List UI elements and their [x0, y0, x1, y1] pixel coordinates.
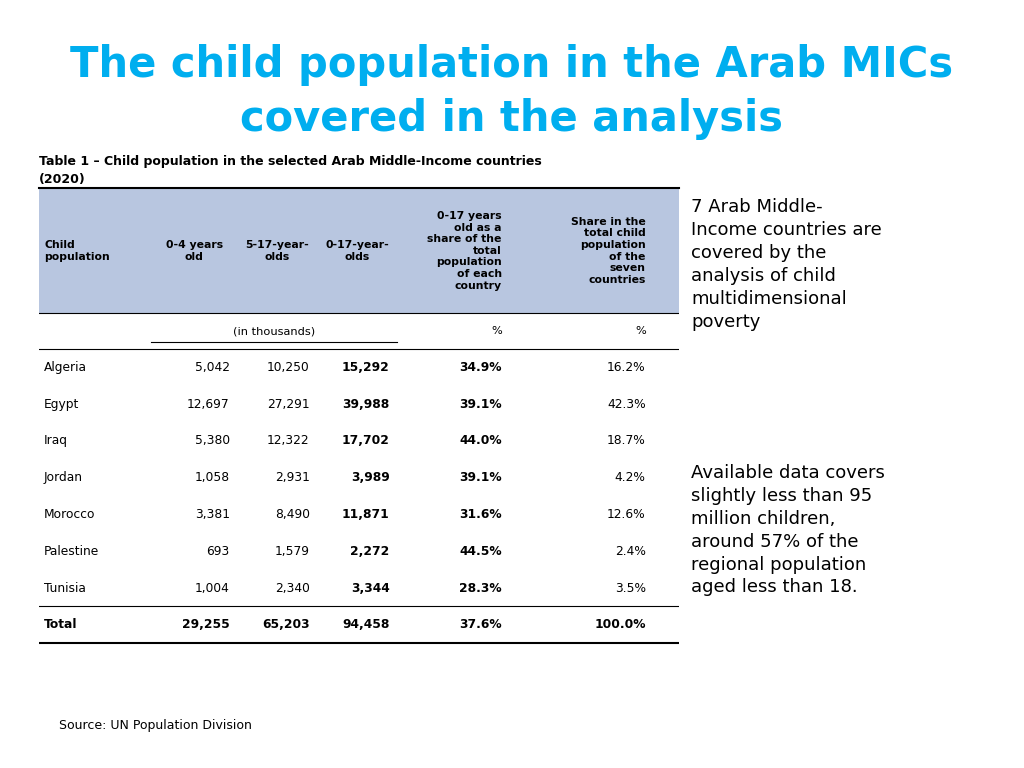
Text: 12,322: 12,322 [267, 435, 309, 448]
Text: 31.6%: 31.6% [459, 508, 502, 521]
Text: Egypt: Egypt [44, 398, 80, 411]
Text: 0-17-year-
olds: 0-17-year- olds [326, 240, 389, 262]
Bar [39, 188, 679, 313]
Text: 8,490: 8,490 [274, 508, 309, 521]
Text: Total: Total [44, 618, 78, 631]
Text: %: % [490, 326, 502, 336]
Text: 5,380: 5,380 [195, 435, 229, 448]
Text: Palestine: Palestine [44, 545, 99, 558]
Text: 11,871: 11,871 [342, 508, 389, 521]
Text: 3,381: 3,381 [195, 508, 229, 521]
Text: (2020): (2020) [39, 174, 86, 186]
Text: 1,579: 1,579 [274, 545, 309, 558]
Text: The child population in the Arab MICs: The child population in the Arab MICs [71, 45, 953, 86]
Text: Tunisia: Tunisia [44, 581, 86, 594]
Text: 16.2%: 16.2% [607, 361, 646, 374]
Text: Table 1 – Child population in the selected Arab Middle-Income countries: Table 1 – Child population in the select… [39, 155, 542, 167]
Text: 1,004: 1,004 [195, 581, 229, 594]
Text: (in thousands): (in thousands) [233, 326, 315, 336]
Text: 18.7%: 18.7% [607, 435, 646, 448]
Text: 3,344: 3,344 [351, 581, 389, 594]
Text: 39.1%: 39.1% [459, 472, 502, 485]
Text: 15,292: 15,292 [342, 361, 389, 374]
Text: Child
population: Child population [44, 240, 110, 262]
Text: 37.6%: 37.6% [459, 618, 502, 631]
Text: 5-17-year-
olds: 5-17-year- olds [246, 240, 309, 262]
Text: 5,042: 5,042 [195, 361, 229, 374]
Text: 94,458: 94,458 [342, 618, 389, 631]
Text: 7 Arab Middle-
Income countries are
covered by the
analysis of child
multidimens: 7 Arab Middle- Income countries are cove… [691, 198, 882, 331]
Text: 44.0%: 44.0% [459, 435, 502, 448]
Text: 2.4%: 2.4% [614, 545, 646, 558]
Text: Morocco: Morocco [44, 508, 95, 521]
Text: 0-4 years
old: 0-4 years old [166, 240, 222, 262]
Text: 2,272: 2,272 [350, 545, 389, 558]
Text: 12.6%: 12.6% [607, 508, 646, 521]
Text: 17,702: 17,702 [342, 435, 389, 448]
Text: 2,931: 2,931 [274, 472, 309, 485]
Text: 100.0%: 100.0% [594, 618, 646, 631]
Text: Algeria: Algeria [44, 361, 87, 374]
Text: 1,058: 1,058 [195, 472, 229, 485]
Text: 42.3%: 42.3% [607, 398, 646, 411]
Text: 4.2%: 4.2% [614, 472, 646, 485]
Text: Share in the
total child
population
of the
seven
countries: Share in the total child population of t… [571, 217, 646, 285]
Text: Iraq: Iraq [44, 435, 68, 448]
Text: 28.3%: 28.3% [459, 581, 502, 594]
Text: 44.5%: 44.5% [459, 545, 502, 558]
Text: Available data covers
slightly less than 95
million children,
around 57% of the
: Available data covers slightly less than… [691, 464, 885, 597]
Text: 2,340: 2,340 [274, 581, 309, 594]
Text: Jordan: Jordan [44, 472, 83, 485]
Text: 3.5%: 3.5% [614, 581, 646, 594]
Text: covered in the analysis: covered in the analysis [241, 98, 783, 140]
Text: 65,203: 65,203 [262, 618, 309, 631]
Text: 34.9%: 34.9% [459, 361, 502, 374]
Text: 0-17 years
old as a
share of the
total
population
of each
country: 0-17 years old as a share of the total p… [427, 211, 502, 290]
Text: 39,988: 39,988 [342, 398, 389, 411]
Text: 27,291: 27,291 [267, 398, 309, 411]
Text: Source: UN Population Division: Source: UN Population Division [59, 720, 252, 732]
Text: 29,255: 29,255 [182, 618, 229, 631]
Text: 693: 693 [207, 545, 229, 558]
Text: 39.1%: 39.1% [459, 398, 502, 411]
Text: 12,697: 12,697 [187, 398, 229, 411]
Text: 10,250: 10,250 [267, 361, 309, 374]
Text: 3,989: 3,989 [351, 472, 389, 485]
Text: %: % [635, 326, 646, 336]
